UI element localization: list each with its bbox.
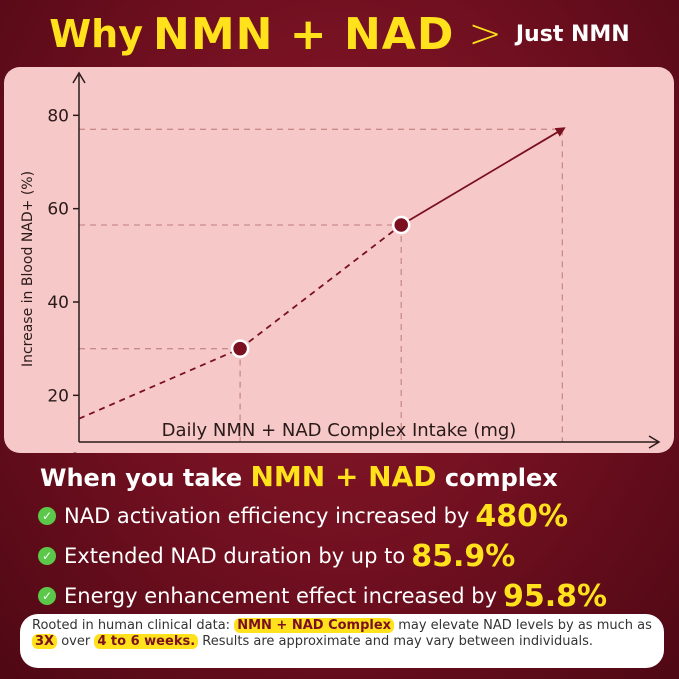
note-highlight: NMN + NAD Complex — [234, 618, 395, 633]
series-line-segment — [400, 127, 566, 226]
benefit-item: ✓ NAD activation efficiency increased by… — [38, 496, 668, 536]
headline-why: Why — [49, 12, 144, 56]
check-circle-icon: ✓ — [38, 587, 56, 605]
origin-label: 0 — [70, 449, 80, 453]
benefit-text: NAD activation efficiency increased by — [64, 504, 470, 528]
series-line-segment — [239, 224, 402, 350]
section-title-suffix: complex — [444, 464, 558, 492]
note-highlight: 3X — [32, 634, 58, 649]
check-circle-icon: ✓ — [38, 547, 56, 565]
benefit-value: 480% — [475, 498, 569, 534]
note-text: over — [61, 634, 91, 649]
greater-than-icon: > — [468, 11, 502, 57]
headline-just-nmn: Just NMN — [515, 21, 630, 47]
y-axis-label: Increase in Blood NAD+ (%) — [20, 171, 36, 367]
headline: Why NMN + NAD > Just NMN — [0, 6, 679, 62]
y-tick-label: 20 — [47, 386, 69, 406]
note-text: Results are approximate and may vary bet… — [202, 634, 593, 649]
chart-card: 020406080500 mg1000 mg1500 mg Increase i… — [4, 67, 674, 453]
y-tick-label: 40 — [47, 293, 69, 313]
benefit-item: ✓ Energy enhancement effect increased by… — [38, 576, 668, 616]
series-line-segment — [78, 347, 241, 420]
y-tick-label: 60 — [47, 200, 69, 220]
clinical-note: Rooted in human clinical data: NMN + NAD… — [20, 614, 664, 668]
benefit-list: ✓ NAD activation efficiency increased by… — [38, 496, 668, 616]
benefit-text: Extended NAD duration by up to — [64, 544, 406, 568]
benefit-value: 85.9% — [411, 538, 516, 574]
y-axis-arrow-icon — [72, 71, 86, 84]
section-title-highlight: NMN + NAD — [250, 460, 437, 493]
section-title-prefix: When you take — [40, 464, 243, 492]
y-tick-label: 80 — [47, 106, 69, 126]
data-point — [230, 339, 250, 358]
nad-intake-chart: 020406080500 mg1000 mg1500 mg Increase i… — [20, 71, 661, 453]
note-text: may elevate NAD levels by as much as — [398, 618, 652, 633]
benefit-value: 95.8% — [503, 578, 608, 614]
check-circle-icon: ✓ — [38, 507, 56, 525]
benefit-text: Energy enhancement effect increased by — [64, 584, 498, 608]
note-text: Rooted in human clinical data: — [32, 618, 231, 633]
headline-main: NMN + NAD — [153, 8, 455, 60]
benefit-item: ✓ Extended NAD duration by up to 85.9% — [38, 536, 668, 576]
note-highlight: 4 to 6 weeks. — [94, 634, 199, 649]
section-title: When you take NMN + NAD complex — [40, 460, 660, 493]
x-axis-label: Daily NMN + NAD Complex Intake (mg) — [161, 420, 517, 441]
data-point — [391, 215, 411, 235]
x-axis-arrow-icon — [648, 435, 661, 449]
